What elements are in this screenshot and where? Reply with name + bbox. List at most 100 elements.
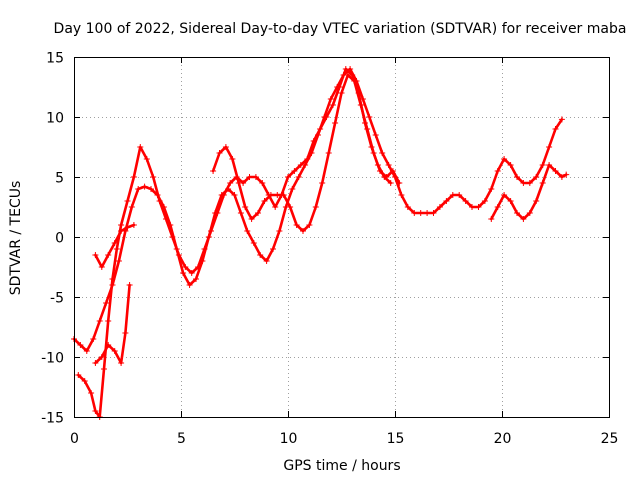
data-point [514, 174, 520, 180]
data-point [514, 210, 520, 216]
data-point [387, 180, 394, 186]
data-point [105, 252, 112, 258]
data-point [291, 168, 298, 174]
data-point [124, 198, 131, 204]
data-point [267, 192, 274, 198]
data-point [494, 204, 501, 210]
data-point [319, 180, 326, 186]
data-point [456, 192, 463, 198]
y-tick-label: 0 [55, 231, 64, 247]
data-point [366, 114, 373, 120]
data-point [295, 174, 302, 180]
y-tick-label: 5 [55, 171, 64, 187]
data-point [285, 174, 291, 180]
data-point [92, 360, 99, 366]
data-point [130, 222, 137, 228]
data-point [182, 264, 189, 270]
data-point [424, 210, 431, 216]
y-tick-label: -15 [41, 411, 64, 427]
data-point [250, 240, 257, 246]
data-point [244, 228, 251, 234]
data-point [370, 150, 377, 156]
data-point [357, 102, 364, 108]
data-point [289, 186, 296, 192]
data-point [109, 276, 116, 282]
data-point [342, 66, 349, 72]
data-point [98, 264, 105, 270]
data-point [417, 210, 424, 216]
data-point [115, 258, 122, 264]
x-tick-label: 0 [70, 431, 79, 447]
data-point [325, 150, 332, 156]
axis-ticks: 0 5 10 15 20 25 -15 -10 -5 0 5 10 15 [41, 51, 618, 448]
data-point [222, 144, 229, 150]
grid [74, 57, 609, 417]
data-point [332, 120, 339, 126]
data-point [304, 156, 311, 162]
data-point [98, 354, 105, 360]
y-axis-label: SDTVAR / TECUs [8, 181, 24, 296]
data-point [469, 204, 475, 210]
data-point [111, 240, 118, 246]
data-series [71, 66, 570, 420]
data-point [526, 210, 533, 216]
data-point [404, 204, 411, 210]
y-tick-label: 15 [46, 51, 64, 67]
data-point [552, 126, 559, 132]
data-point [488, 216, 495, 222]
data-point [481, 198, 488, 204]
data-point [163, 216, 169, 222]
data-point [105, 318, 112, 324]
data-point [118, 360, 125, 366]
x-tick-label: 5 [177, 431, 186, 447]
data-point [507, 162, 514, 168]
data-point [488, 186, 495, 192]
data-point [231, 192, 238, 198]
data-point [563, 171, 570, 178]
data-point [113, 246, 120, 252]
data-point [255, 210, 261, 216]
data-point [552, 168, 559, 174]
data-point [276, 228, 283, 234]
data-point [201, 246, 208, 252]
data-point [501, 156, 508, 162]
data-point [520, 180, 527, 186]
x-tick-label: 15 [387, 431, 405, 447]
data-point [124, 224, 131, 231]
data-point [229, 156, 236, 162]
data-point [169, 234, 176, 240]
data-point [175, 252, 182, 258]
data-point [398, 192, 405, 198]
x-tick-label: 20 [494, 431, 512, 447]
data-point [558, 174, 565, 180]
y-tick-label: 10 [46, 111, 64, 127]
data-point [118, 222, 125, 228]
data-point [143, 156, 150, 162]
data-point [111, 348, 118, 354]
data-point [310, 138, 317, 144]
series-line [211, 73, 401, 233]
data-point [329, 102, 336, 108]
data-point [128, 204, 135, 210]
data-point [351, 78, 358, 84]
data-point [130, 174, 137, 180]
chart-title: Day 100 of 2022, Sidereal Day-to-day VTE… [54, 21, 627, 37]
data-point [135, 186, 142, 192]
data-point [150, 174, 157, 180]
data-point [92, 252, 99, 258]
data-point [263, 258, 270, 264]
data-point [306, 222, 313, 228]
data-point [242, 204, 249, 210]
data-point [220, 192, 227, 198]
data-point [90, 336, 97, 342]
data-point [96, 318, 103, 324]
data-point [88, 390, 95, 396]
data-point [270, 246, 276, 252]
x-tick-label: 10 [280, 431, 298, 447]
data-point [372, 132, 379, 138]
data-point [248, 216, 255, 222]
data-point [180, 270, 187, 276]
data-point [92, 408, 99, 414]
data-point [246, 174, 253, 180]
x-axis-label: GPS time / hours [283, 458, 400, 474]
